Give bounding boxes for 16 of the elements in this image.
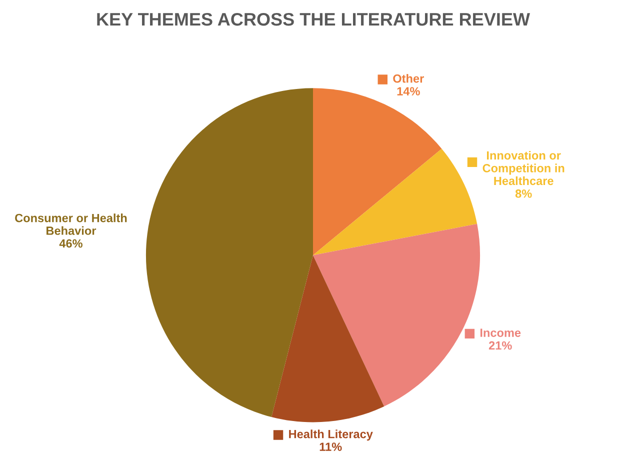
data-label: 14% (397, 87, 420, 96)
pie-slice (271, 255, 384, 422)
data-label: 21% (488, 341, 512, 350)
pie-slice (313, 88, 442, 256)
pie-slice (313, 148, 478, 256)
legend-label: Income (480, 328, 521, 337)
legend-label: Other (393, 74, 424, 83)
pie-slice (313, 224, 480, 406)
data-label: 46% (59, 239, 82, 248)
chart-title: KEY THEMES ACROSS THE LITERATURE REVIEW (97, 12, 530, 26)
legend-label: Health Literacy (289, 430, 373, 441)
data-label: 11% (320, 442, 342, 451)
slice-label: Consumer or Health Behavior (15, 214, 127, 235)
data-label: 8% (515, 189, 532, 198)
legend-label: Innovation or Competition in Healthcare (482, 150, 564, 186)
pie-slice (146, 88, 313, 417)
